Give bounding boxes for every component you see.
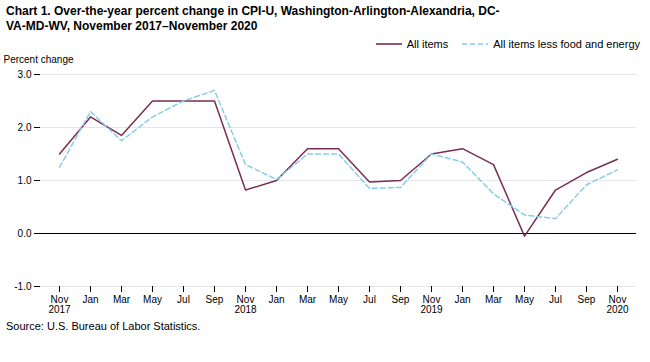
svg-text:Jan: Jan	[268, 294, 284, 305]
svg-text:-1.0: -1.0	[14, 281, 32, 292]
svg-text:May: May	[143, 294, 162, 305]
svg-text:Nov2017: Nov2017	[48, 294, 71, 315]
svg-text:Mar: Mar	[113, 294, 131, 305]
svg-text:Sep: Sep	[578, 294, 596, 305]
svg-text:1.0: 1.0	[18, 175, 32, 186]
svg-text:Sep: Sep	[206, 294, 224, 305]
svg-text:Jul: Jul	[549, 294, 562, 305]
svg-text:2.0: 2.0	[18, 122, 32, 133]
svg-text:Jan: Jan	[82, 294, 98, 305]
html-text:All items less food and energy: All items less food and energy	[493, 38, 640, 50]
svg-text:Nov2018: Nov2018	[234, 294, 257, 315]
html-text:Chart 1. Over-the-year percent: Chart 1. Over-the-year percent change in…	[6, 4, 500, 33]
svg-text:0.0: 0.0	[18, 228, 32, 239]
html-text:All items: All items	[406, 38, 449, 50]
svg-text:Jul: Jul	[177, 294, 190, 305]
html-text:Source: U.S. Bureau of Labor S: Source: U.S. Bureau of Labor Statistics.	[6, 320, 201, 332]
svg-text:May: May	[515, 294, 534, 305]
svg-text:Mar: Mar	[485, 294, 503, 305]
svg-text:Sep: Sep	[392, 294, 410, 305]
svg-text:Jan: Jan	[454, 294, 470, 305]
svg-text:Jul: Jul	[363, 294, 376, 305]
svg-text:Percent change: Percent change	[4, 54, 74, 65]
svg-text:3.0: 3.0	[18, 69, 32, 80]
svg-text:May: May	[329, 294, 348, 305]
svg-text:Nov2020: Nov2020	[606, 294, 629, 315]
svg-text:Nov2019: Nov2019	[420, 294, 443, 315]
svg-text:Mar: Mar	[299, 294, 317, 305]
